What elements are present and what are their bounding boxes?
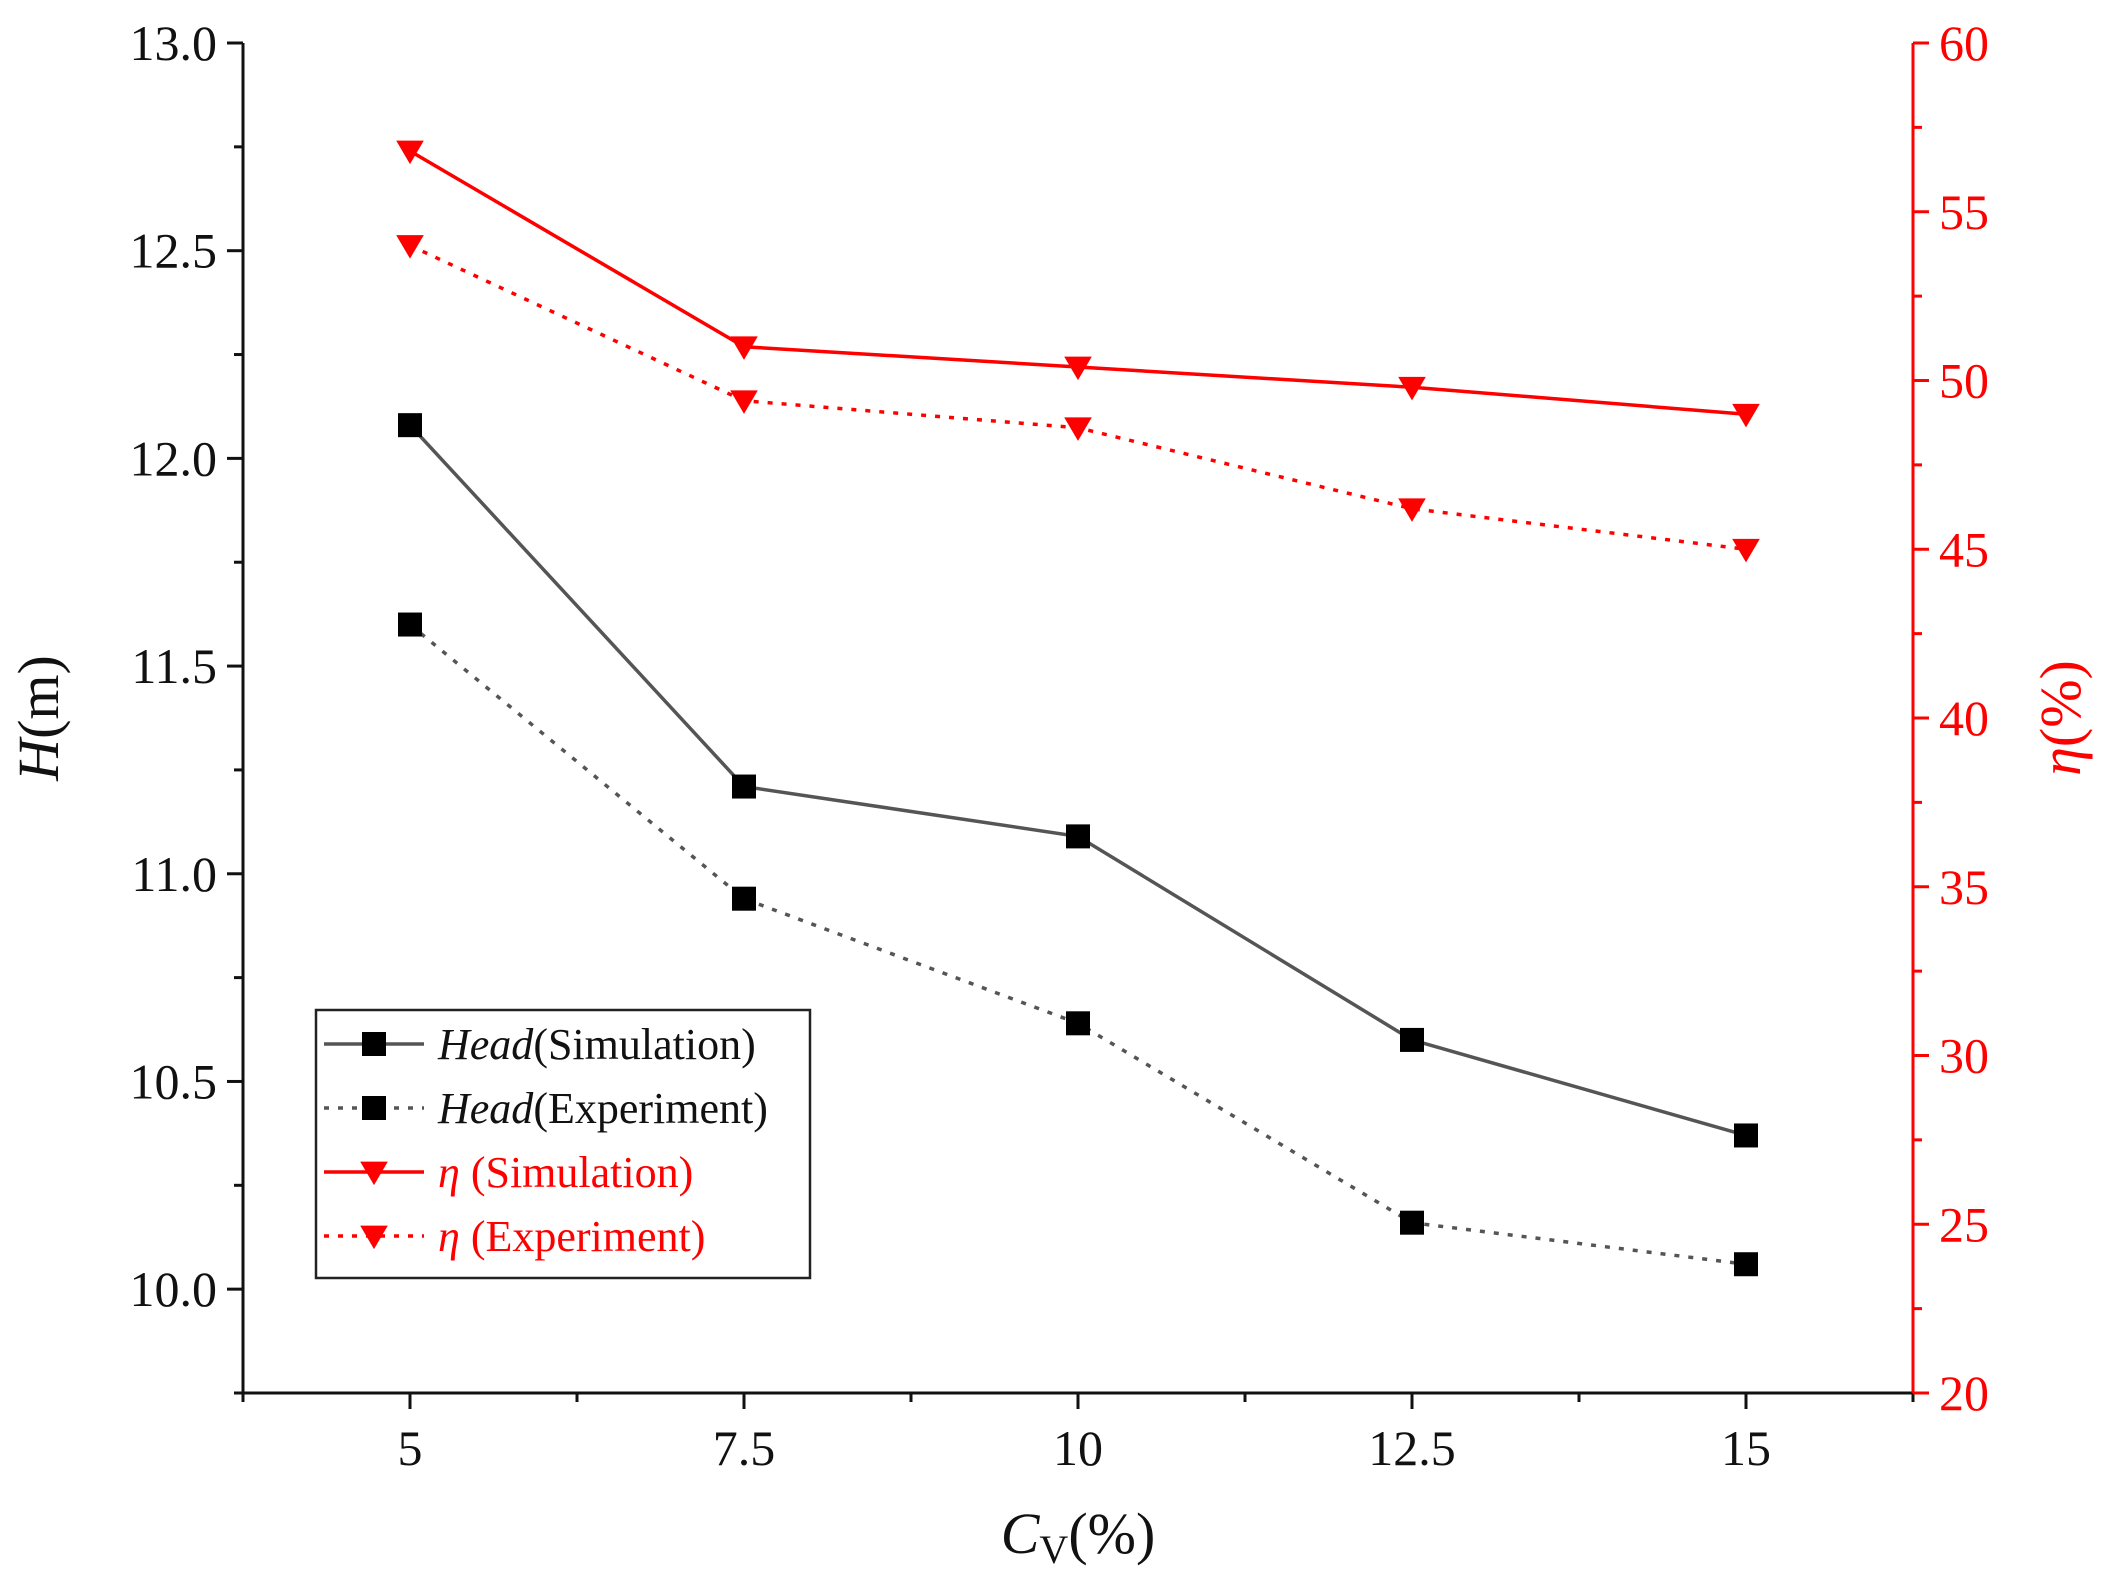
left-tick-label: 11.0: [131, 846, 217, 902]
legend-marker-eta-simulation: [360, 1161, 388, 1186]
right-tick-label: 35: [1939, 859, 1989, 915]
legend: Head(Simulation)Head(Experiment)η (Simul…: [314, 1008, 812, 1280]
data-point-eta-experiment: [1064, 417, 1092, 441]
legend-box: [314, 1008, 812, 1280]
data-point-head-simulation: [1734, 1123, 1758, 1148]
data-point-eta-experiment: [396, 235, 424, 259]
data-point-eta-simulation: [730, 336, 758, 360]
data-point-head-experiment: [732, 886, 756, 911]
legend-label-italic: η: [438, 1148, 460, 1197]
data-point-eta-simulation: [396, 140, 424, 165]
left-y-axis: 10.0 10.5 11.0 11.5 12.0 12.5 13.0: [130, 15, 243, 1395]
right-y-axis: 20 25 30 35 40 45 50 55 60: [1913, 15, 1989, 1421]
right-tick-label: 55: [1939, 184, 1989, 240]
right-tick-label: 40: [1939, 690, 1989, 746]
right-tick-label: 45: [1939, 521, 1989, 577]
legend-label-rest: (Simulation): [533, 1020, 755, 1069]
legend-label-italic: η: [438, 1212, 460, 1261]
legend-label-italic: Head: [437, 1020, 534, 1069]
data-point-eta-simulation: [1732, 403, 1760, 428]
x-axis-title-suffix: (%): [1068, 1501, 1155, 1566]
left-tick-label: 11.5: [131, 638, 217, 694]
data-point-head-simulation: [1066, 824, 1090, 849]
left-tick-label: 13.0: [130, 15, 218, 71]
left-tick-label: 10.0: [130, 1261, 218, 1317]
data-point-eta-experiment: [730, 390, 758, 414]
data-point-eta-experiment: [1732, 538, 1760, 563]
right-tick-label: 30: [1939, 1028, 1989, 1084]
x-tick-label: 5: [398, 1420, 423, 1476]
series-eta-simulation: [396, 140, 1760, 428]
legend-label-rest: (Experiment): [533, 1084, 768, 1133]
x-tick-label: 12.5: [1368, 1420, 1456, 1476]
x-axis-title-main: C: [1001, 1501, 1041, 1566]
legend-label-head-experiment: Head(Experiment): [437, 1084, 768, 1133]
data-point-eta-simulation: [1398, 376, 1426, 401]
right-tick-label: 60: [1939, 15, 1989, 71]
legend-label-head-simulation: Head(Simulation): [437, 1020, 756, 1069]
data-point-head-experiment: [1734, 1252, 1758, 1277]
left-tick-label: 10.5: [130, 1053, 218, 1109]
left-y-axis-title-italic: H: [6, 736, 71, 782]
x-tick-label: 10: [1053, 1420, 1103, 1476]
series-eta-experiment: [396, 235, 1760, 563]
series-head-experiment: [398, 612, 1758, 1277]
right-tick-label: 25: [1939, 1196, 1989, 1252]
legend-marker-eta-experiment: [360, 1225, 388, 1250]
data-point-head-experiment: [398, 612, 422, 637]
legend-label-eta-simulation: η (Simulation): [438, 1148, 693, 1197]
left-y-axis-title-rest: (m): [6, 655, 71, 739]
left-y-axis-title: H(m): [6, 655, 71, 782]
right-tick-label: 50: [1939, 353, 1989, 409]
data-point-eta-experiment: [1398, 498, 1426, 522]
x-axis: 5 7.5 10 12.5 15: [241, 1393, 1915, 1476]
right-y-axis-title-rest: (%): [2028, 660, 2093, 747]
data-point-head-simulation: [732, 774, 756, 799]
legend-marker-head-experiment: [362, 1096, 386, 1120]
data-point-head-simulation: [1400, 1027, 1424, 1052]
data-point-eta-simulation: [1064, 356, 1092, 381]
x-axis-title-sub: V: [1039, 1527, 1068, 1572]
right-y-axis-title-italic: η: [2028, 747, 2093, 776]
series-head-simulation: [398, 413, 1758, 1148]
legend-label-rest: (Simulation): [460, 1148, 693, 1197]
series-layer: [396, 140, 1760, 1277]
left-tick-label: 12.5: [130, 223, 218, 279]
data-point-head-experiment: [1400, 1210, 1424, 1235]
data-point-head-simulation: [398, 413, 422, 438]
right-y-axis-title: η(%): [2028, 660, 2093, 776]
data-point-head-experiment: [1066, 1011, 1090, 1036]
legend-label-italic: Head: [437, 1084, 534, 1133]
x-tick-label: 15: [1721, 1420, 1771, 1476]
x-axis-title: CV(%): [1001, 1501, 1156, 1572]
legend-label-rest: (Experiment): [460, 1212, 706, 1261]
right-tick-label: 20: [1939, 1365, 1989, 1421]
left-tick-label: 12.0: [130, 430, 218, 486]
x-tick-label: 7.5: [713, 1420, 776, 1476]
legend-label-eta-experiment: η (Experiment): [438, 1212, 705, 1261]
legend-marker-head-simulation: [362, 1032, 386, 1056]
